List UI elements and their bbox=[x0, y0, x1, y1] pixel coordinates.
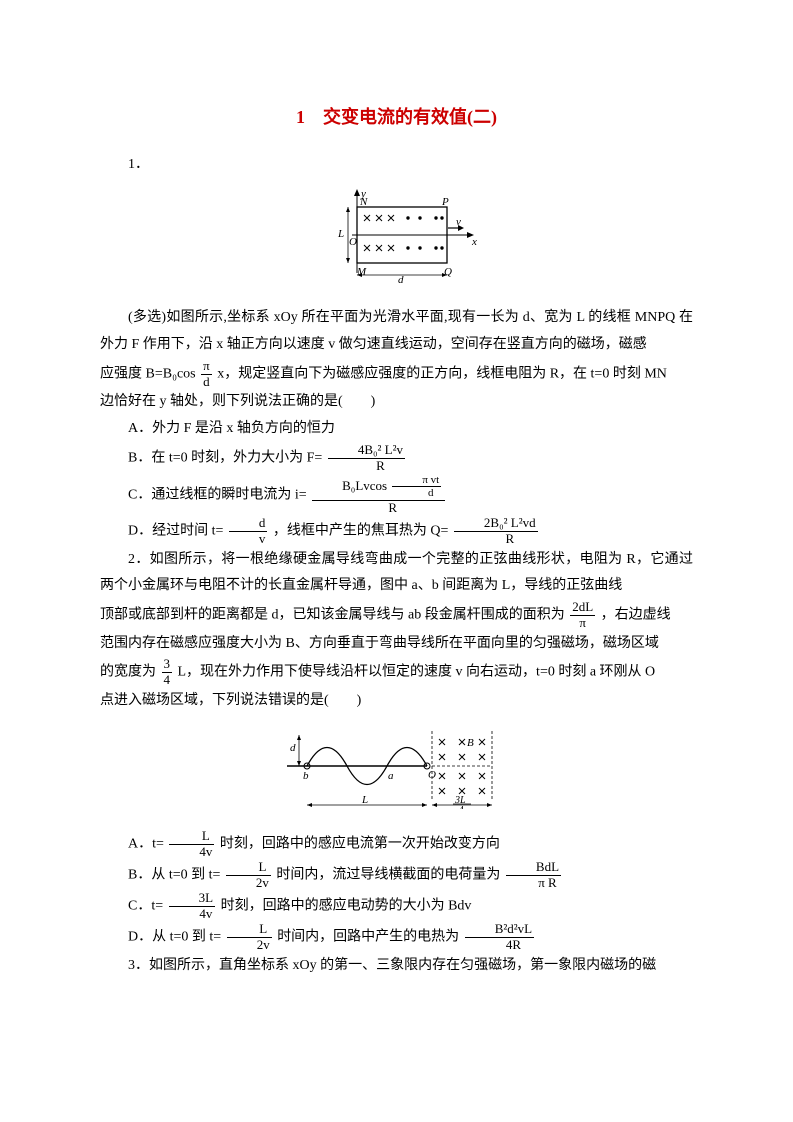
q2-stem-1: 2．如图所示，将一根绝缘硬金属导线弯曲成一个完整的正弦曲线形状，电阻为 R，它通… bbox=[100, 547, 693, 600]
q1-fig-M: M bbox=[356, 266, 367, 278]
svg-text:O: O bbox=[428, 769, 436, 781]
q2-stem-5: 点进入磁场区域，下列说法错误的是( ) bbox=[100, 688, 693, 715]
q1-fig-v: v bbox=[456, 216, 461, 228]
q1-option-c: C．通过线框的瞬时电流为 i= B₀Lvcos π vt d R bbox=[100, 474, 693, 516]
q1-stem-3: 边恰好在 y 轴处，则下列说法正确的是( ) bbox=[100, 389, 693, 416]
q1-stem-1: (多选)如图所示,坐标系 xOy 所在平面为光滑水平面,现有一长为 d、宽为 L… bbox=[100, 305, 693, 358]
q1-optB-frac: 4B₀² L²v R bbox=[328, 443, 405, 474]
q1-option-d: D．经过时间 t= d v ，线框中产生的焦耳热为 Q= 2B₀² L²vd R bbox=[100, 516, 693, 547]
q1-stem-2b: x，规定竖直向下为磁感应强度的正方向，线框电阻为 R，在 t=0 时刻 MN bbox=[217, 366, 667, 381]
svg-text:B: B bbox=[467, 737, 474, 749]
q1-option-b: B．在 t=0 时刻，外力大小为 F= 4B₀² L²v R bbox=[100, 443, 693, 474]
q1-fig-L: L bbox=[337, 228, 344, 240]
q1-number: 1． bbox=[100, 152, 693, 179]
svg-text:4: 4 bbox=[459, 805, 464, 809]
q1-fig-P: P bbox=[441, 196, 449, 208]
q2-stem4-frac: 3 4 bbox=[162, 657, 173, 688]
q2-stem-3: 范围内存在磁感应强度大小为 B、方向垂直于弯曲导线所在平面向里的匀强磁场，磁场区… bbox=[100, 631, 693, 658]
q1-figure: y x N P M Q O L d v bbox=[100, 185, 693, 296]
q3-stem: 3．如图所示，直角坐标系 xOy 的第一、三象限内存在匀强磁场，第一象限内磁场的… bbox=[100, 953, 693, 980]
q2-figure-svg: d b a O B L 3L 4 bbox=[277, 721, 517, 809]
q1-option-a: A．外力 F 是沿 x 轴负方向的恒力 bbox=[100, 416, 693, 443]
q1-fig-d: d bbox=[398, 274, 404, 285]
q1-optD-frac1: d v bbox=[229, 516, 268, 547]
page: 1 交变电流的有效值(二) 1． bbox=[0, 0, 793, 1122]
q2-stem2-frac: 2dL π bbox=[570, 600, 595, 631]
q1-optC-frac: B₀Lvcos π vt d R bbox=[312, 474, 445, 516]
q2-stem-4: 的宽度为 3 4 L，现在外力作用下使导线沿杆以恒定的速度 v 向右运动，t=0… bbox=[100, 657, 693, 688]
q2-option-a: A．t= L4v 时刻，回路中的感应电流第一次开始改变方向 bbox=[100, 829, 693, 860]
q2-figure: d b a O B L 3L 4 bbox=[100, 721, 693, 820]
q2-stem-2: 顶部或底部到杆的距离都是 d，已知该金属导线与 ab 段金属杆围成的面积为 2d… bbox=[100, 600, 693, 631]
q1-stem-2a: 应强度 B=B₀cos bbox=[100, 366, 196, 381]
q2-option-b: B．从 t=0 到 t= L2v 时间内，流过导线横截面的电荷量为 BdLπ R bbox=[100, 860, 693, 891]
q1-stem-2: 应强度 B=B₀cos π d x，规定竖直向下为磁感应强度的正方向，线框电阻为… bbox=[100, 359, 693, 390]
q1-fig-Q: Q bbox=[444, 266, 452, 278]
svg-text:b: b bbox=[303, 770, 309, 782]
svg-text:a: a bbox=[388, 770, 394, 782]
q2-option-c: C．t= 3L4v 时刻，回路中的感应电动势的大小为 Bdv bbox=[100, 891, 693, 922]
q1-fig-N: N bbox=[359, 196, 368, 208]
svg-text:d: d bbox=[290, 742, 296, 754]
q1-figure-svg: y x N P M Q O L d v bbox=[312, 185, 482, 285]
q2-option-d: D．从 t=0 到 t= L2v 时间内，回路中产生的电热为 B²d²vL4R bbox=[100, 922, 693, 953]
q1-optD-frac2: 2B₀² L²vd R bbox=[454, 516, 538, 547]
q1-fig-O: O bbox=[349, 236, 357, 248]
page-title: 1 交变电流的有效值(二) bbox=[100, 100, 693, 134]
svg-text:L: L bbox=[361, 794, 368, 806]
q1-fig-x: x bbox=[471, 236, 477, 248]
q1-stem-frac: π d bbox=[201, 359, 212, 390]
